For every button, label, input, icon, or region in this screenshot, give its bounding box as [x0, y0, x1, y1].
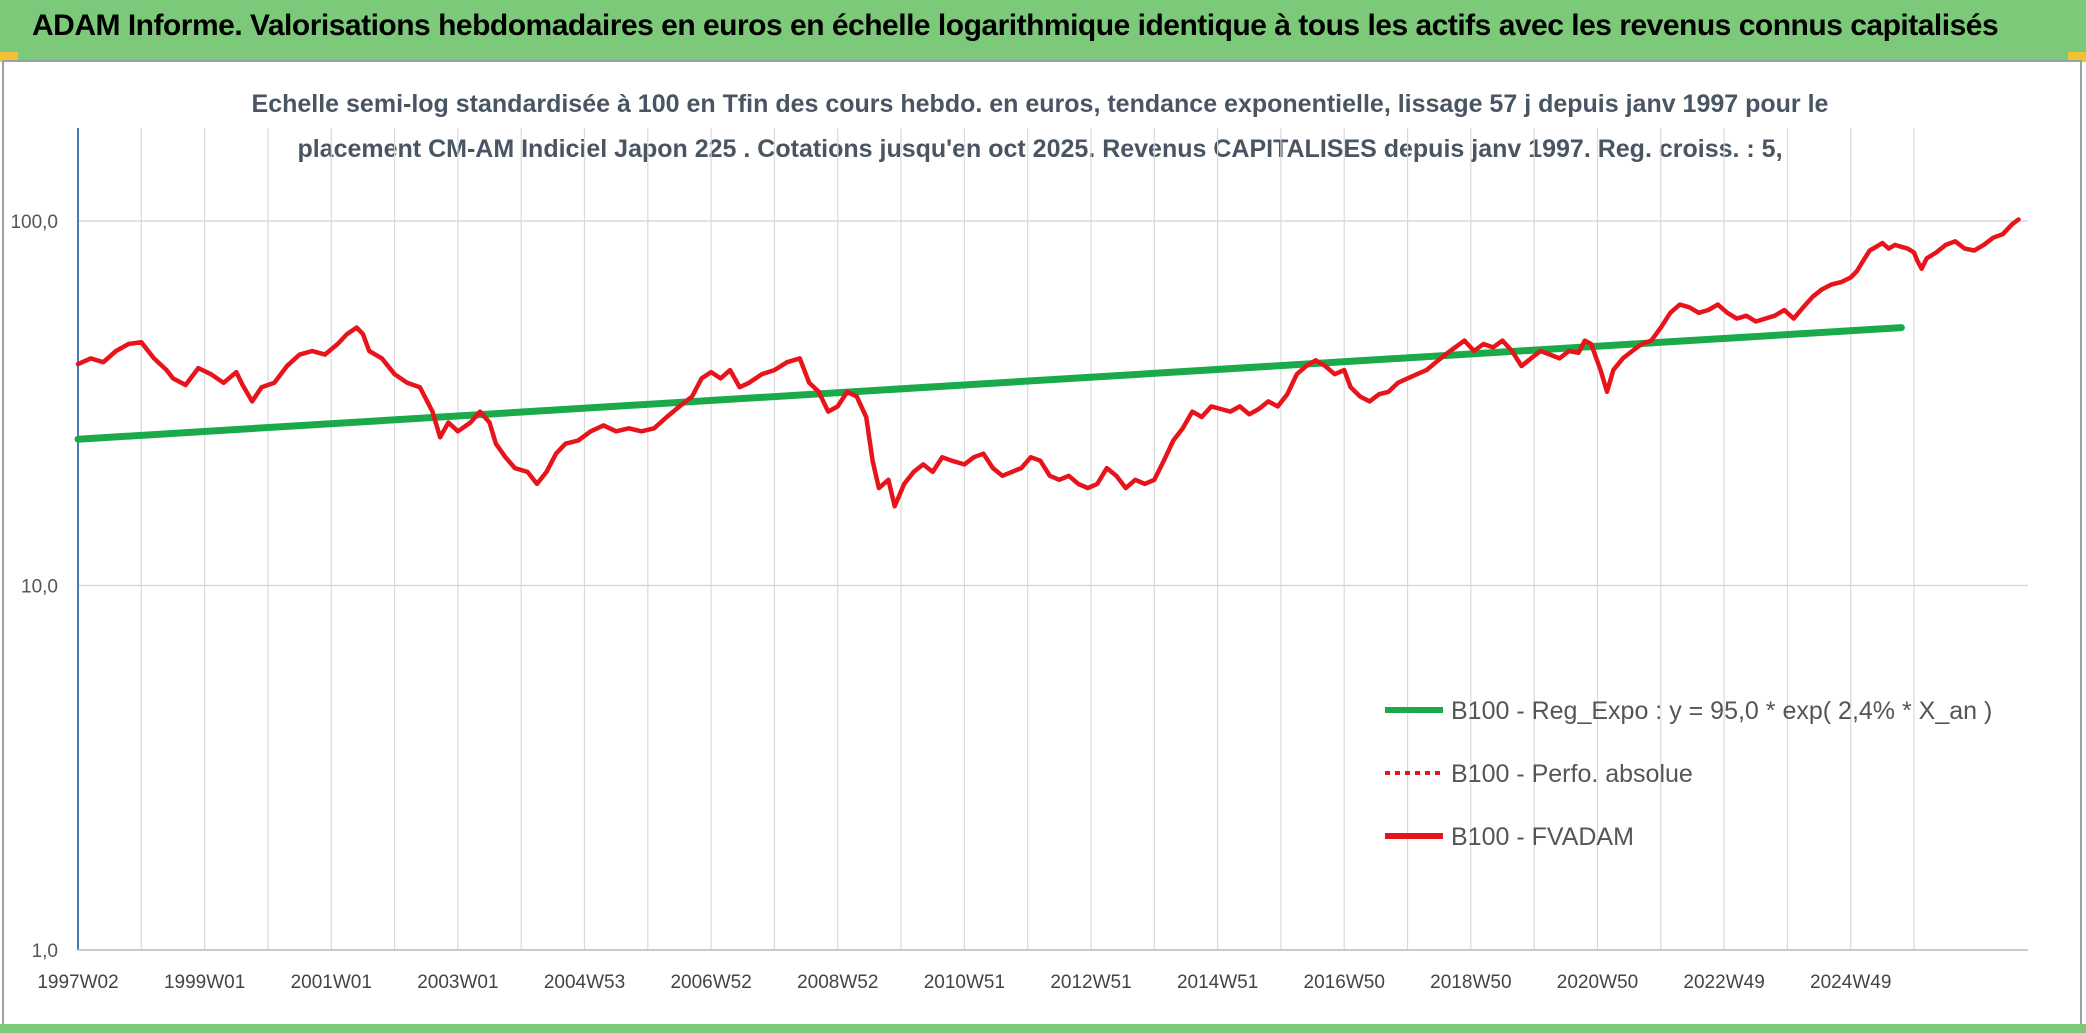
corner-marker-left	[0, 52, 18, 62]
corner-marker-right	[2068, 52, 2086, 62]
x-tick-label: 2001W01	[291, 972, 372, 993]
header-banner: ADAM Informe. Valorisations hebdomadaire…	[0, 0, 2086, 60]
legend-label: B100 - Reg_Expo : y = 95,0 * exp( 2,4% *…	[1451, 697, 1992, 725]
fvadam-line	[75, 217, 2021, 509]
x-tick-label: 2024W49	[1810, 972, 1891, 993]
grid-layer	[77, 128, 2028, 951]
x-tick-label: 2006W52	[670, 972, 751, 993]
page-title: ADAM Informe. Valorisations hebdomadaire…	[32, 9, 1999, 42]
x-tick-label: 2014W51	[1177, 972, 1258, 993]
legend-label: B100 - Perfo. absolue	[1451, 760, 1693, 788]
x-tick-label: 2003W01	[417, 972, 498, 993]
x-tick-label: 2018W50	[1430, 972, 1511, 993]
legend: B100 - Reg_Expo : y = 95,0 * exp( 2,4% *…	[1385, 697, 1992, 851]
axis-layer: 1,0 10,0 100,0 1997W02 1999W01 2001W01 2003W01…	[10, 128, 2028, 993]
chart-subtitle-line-1: Echelle semi-log standardisée à 100 en T…	[251, 90, 1829, 118]
x-tick-label: 2010W51	[924, 972, 1005, 993]
x-tick-label: 1997W02	[37, 972, 118, 993]
series-layer	[74, 217, 2021, 509]
y-tick-label: 10,0	[21, 577, 58, 598]
y-tick-label: 100,0	[10, 212, 58, 233]
x-tick-label: 2016W50	[1304, 972, 1385, 993]
x-tick-label: 2012W51	[1050, 972, 1131, 993]
chart-subtitle-line-2: placement CM-AM Indiciel Japon 225 . Cot…	[297, 135, 1783, 163]
x-tick-label: 1999W01	[164, 972, 245, 993]
x-tick-label: 2004W53	[544, 972, 625, 993]
trend-line	[74, 324, 1905, 443]
bottom-strip	[0, 1024, 2086, 1033]
legend-label: B100 - FVADAM	[1451, 823, 1634, 851]
x-tick-label: 2022W49	[1683, 972, 1764, 993]
x-tick-label: 2008W52	[797, 972, 878, 993]
y-tick-label: 1,0	[32, 941, 58, 962]
x-tick-label: 2020W50	[1557, 972, 1638, 993]
